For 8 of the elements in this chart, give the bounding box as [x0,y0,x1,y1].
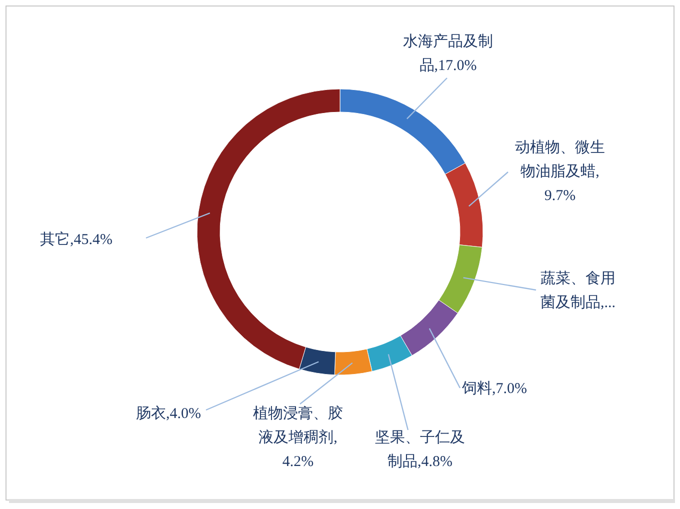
slice-label: 坚果、子仁及制品,4.8% [375,429,465,470]
slice-label: 肠衣,4.0% [136,405,201,422]
slice-label: 植物浸膏、胶液及增稠剂,4.2% [253,405,343,470]
slice-label: 动植物、微生物油脂及蜡,9.7% [515,139,605,204]
slice-label: 其它,45.4% [40,231,112,248]
slice-label: 蔬菜、食用菌及制品,... [540,270,616,311]
slice-label: 饲料,7.0% [461,380,527,397]
slice-label: 水海产品及制品,17.0% [403,33,493,74]
